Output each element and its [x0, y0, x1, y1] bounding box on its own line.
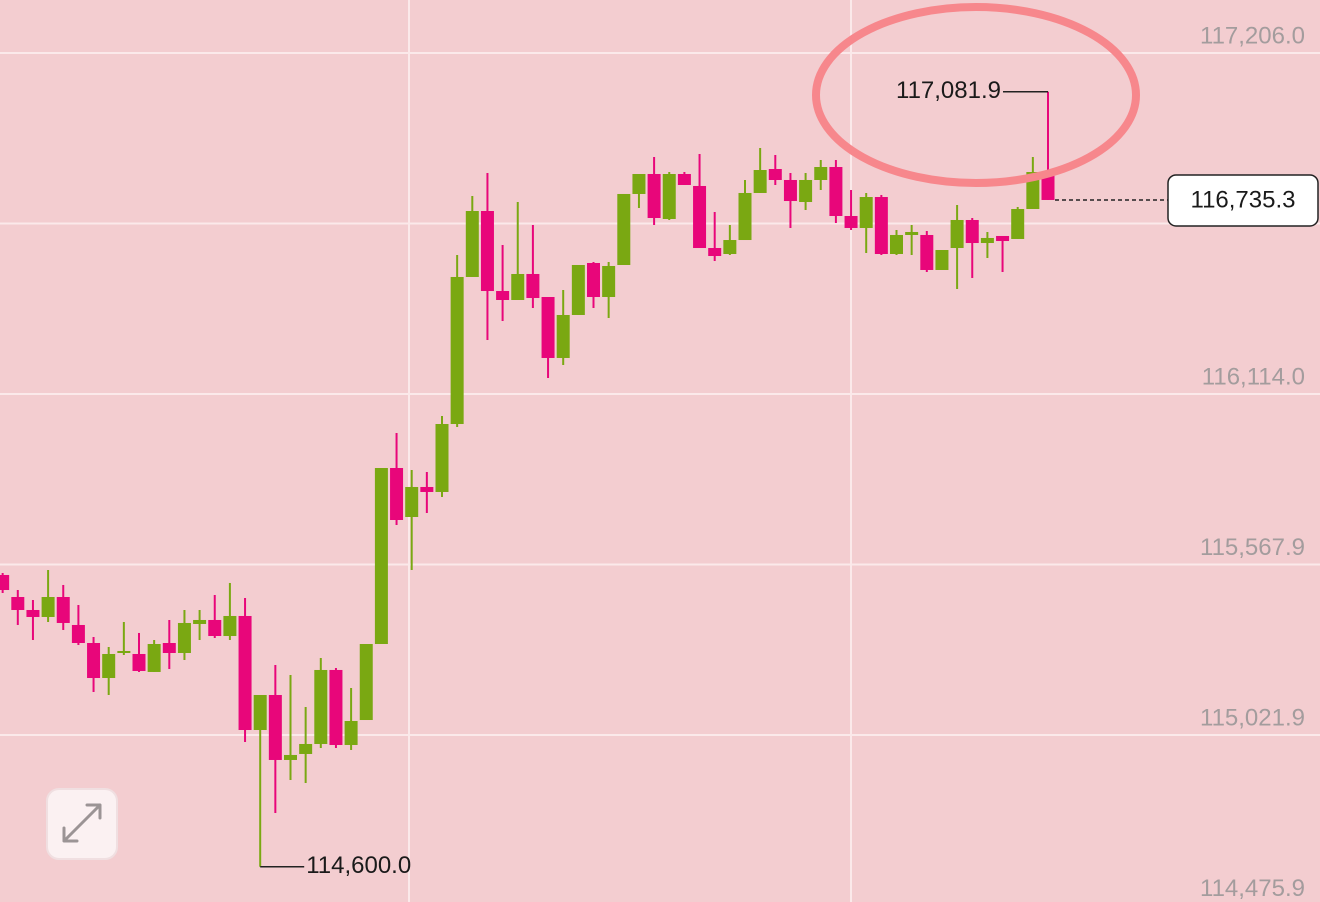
candle-body — [1041, 171, 1055, 200]
candle-body — [693, 185, 707, 249]
candle-body — [587, 262, 600, 298]
candle-body — [874, 197, 888, 255]
y-tick-label: 115,567.9 — [1200, 534, 1305, 561]
candle-body — [238, 615, 252, 731]
candle-body — [344, 721, 358, 745]
candle-body — [0, 574, 10, 591]
candle-body — [374, 468, 388, 645]
candle-body — [617, 193, 631, 265]
candle-body — [526, 273, 540, 299]
candle-body — [314, 669, 328, 744]
candle-body — [783, 179, 797, 202]
candle-body — [511, 273, 525, 301]
annotation-label: 117,081.9 — [896, 77, 1001, 104]
candle-body — [996, 235, 1010, 242]
overlay-layer: 117,081.9 114,600.0 116,735.3 — [260, 77, 1319, 879]
candle-body — [56, 597, 70, 623]
y-tick-label: 117,206.0 — [1200, 22, 1305, 49]
candle-body — [117, 650, 131, 653]
candle-body — [799, 179, 813, 203]
candle-body — [647, 173, 661, 218]
expand-button[interactable] — [46, 788, 118, 860]
candle-body — [41, 597, 55, 617]
candle-body — [420, 486, 434, 492]
candle-body — [708, 248, 722, 257]
candle-body — [935, 250, 949, 270]
candle-body — [738, 192, 752, 241]
candle-body — [465, 211, 479, 277]
candle-body — [965, 219, 979, 244]
candle-body — [677, 173, 691, 185]
candle-body — [177, 622, 191, 653]
candle-body — [980, 237, 994, 244]
candle-body — [26, 609, 40, 617]
highlight-ellipse — [812, 3, 1140, 187]
candle-body — [71, 624, 85, 644]
candle-body — [602, 265, 616, 298]
candle-body — [284, 754, 297, 760]
candle-body — [829, 167, 843, 216]
candle-body — [102, 653, 116, 679]
candle-body — [723, 240, 737, 255]
candle-body — [662, 173, 676, 219]
y-tick-label: 114,475.9 — [1200, 875, 1305, 902]
candle-body — [405, 486, 419, 517]
candle-body — [193, 619, 207, 624]
candle-body — [147, 644, 161, 672]
annotation-label: 114,600.0 — [306, 852, 411, 879]
candle-body — [11, 597, 25, 610]
candle-body — [268, 694, 282, 760]
candle-body — [359, 644, 373, 721]
candle-body — [859, 197, 873, 228]
candle-body — [768, 169, 782, 180]
candle-body — [814, 167, 828, 180]
last-price-box — [1167, 174, 1319, 227]
candle-body — [496, 291, 510, 301]
candle-body — [541, 297, 555, 358]
candle-body — [299, 743, 313, 754]
candle-body — [223, 615, 237, 637]
candle-body — [162, 643, 176, 653]
candle-body — [480, 211, 494, 292]
candle-body — [844, 215, 858, 228]
candle-body — [329, 669, 343, 745]
candle-body — [920, 234, 934, 270]
candle-body — [208, 619, 222, 637]
expand-icon[interactable] — [62, 803, 102, 843]
candle-body — [87, 643, 101, 679]
candle-body — [571, 264, 585, 315]
candle-body — [556, 314, 570, 358]
candle-body — [632, 173, 646, 194]
candle-body — [890, 234, 903, 255]
candle-body — [753, 170, 767, 193]
y-tick-label: 116,114.0 — [1202, 363, 1305, 390]
candle-body — [1011, 209, 1025, 239]
candle-body — [450, 276, 464, 425]
candle-body — [905, 231, 919, 235]
last-price-label: 116,735.3 — [1191, 186, 1296, 213]
candle-body — [132, 653, 146, 671]
candle-body — [253, 694, 267, 731]
candle-body — [435, 424, 449, 492]
candle-body — [950, 219, 964, 249]
candles-layer — [0, 91, 1055, 867]
y-tick-label: 115,021.9 — [1200, 704, 1305, 731]
candle-body — [390, 468, 404, 520]
